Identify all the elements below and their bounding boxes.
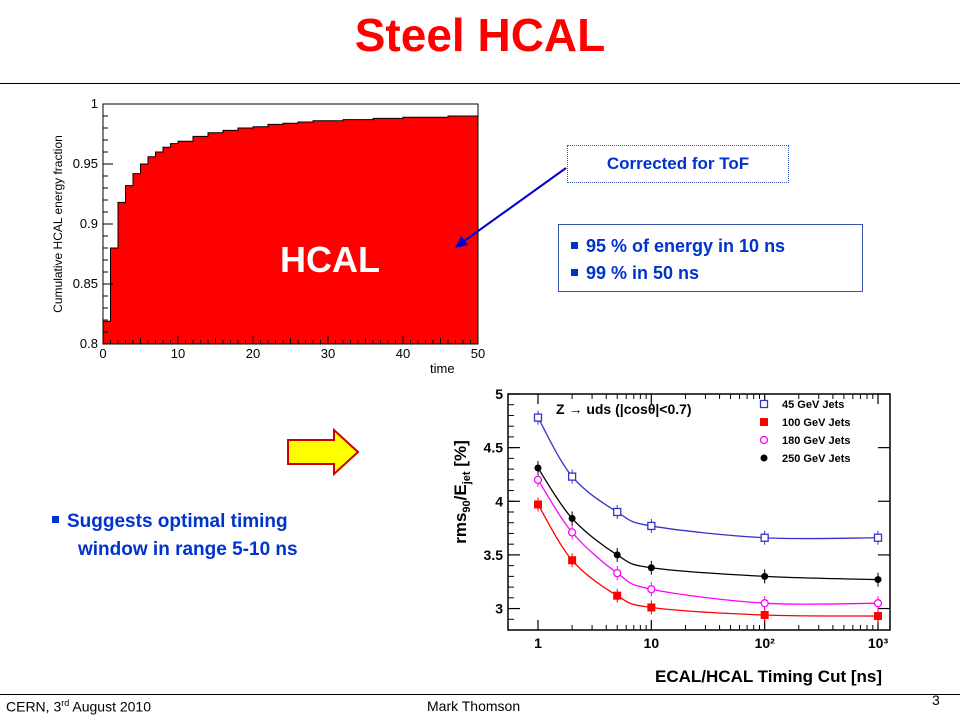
resolution-plot-frame	[507, 393, 891, 631]
title-rule	[0, 83, 960, 84]
y-tick-label: 0.8	[80, 336, 98, 351]
x-tick-label: 10	[171, 346, 185, 361]
resolution-x-label: ECAL/HCAL Timing Cut [ns]	[655, 667, 882, 686]
series-2	[533, 472, 883, 611]
right-arrow-icon	[287, 428, 360, 476]
data-point	[567, 528, 577, 537]
tof-note: Corrected for ToF	[567, 145, 789, 183]
data-point	[647, 521, 656, 531]
y-tick-label: 4.5	[484, 440, 504, 456]
data-point	[568, 556, 577, 565]
page-number: 3	[932, 692, 940, 708]
bullet-text: 95 % of energy in 10 ns	[586, 236, 786, 256]
bullet-item: 95 % of energy in 10 ns	[571, 233, 862, 260]
timing-suggestion: Suggests optimal timing window in range …	[52, 508, 298, 564]
data-point	[533, 475, 543, 484]
resolution-y-label: rms90/Ejet [%]	[451, 440, 473, 544]
cumulative-histogram	[102, 115, 479, 345]
data-point	[533, 413, 543, 422]
x-tick-label: 40	[396, 346, 410, 361]
legend-label: 250 GeV Jets	[782, 453, 851, 465]
legend-marker	[759, 435, 769, 445]
series-0	[533, 410, 883, 545]
data-point	[568, 514, 576, 522]
cumulative-y-label: Cumulative HCAL energy fraction	[51, 135, 65, 313]
data-point	[760, 610, 769, 619]
hcal-label: HCAL	[280, 239, 380, 280]
data-point	[760, 599, 769, 608]
data-point	[613, 568, 622, 578]
series-1	[534, 497, 882, 624]
footer-rule	[0, 694, 960, 695]
series-3	[534, 461, 882, 587]
y-tick-label: 0.95	[73, 156, 98, 171]
y-tick-label: 5	[495, 386, 503, 402]
data-point	[647, 585, 656, 594]
data-point	[613, 551, 621, 559]
bullet-square-icon	[571, 268, 578, 276]
data-point	[873, 533, 883, 542]
data-point	[874, 576, 882, 584]
legend-item: 250 GeV Jets	[760, 453, 851, 465]
resolution-chart: 1 10 10² 10³ 3 3.5 4 4.5 5 45 GeV Jets 100 GeV Je…	[451, 386, 891, 686]
x-tick-label: 1	[534, 635, 542, 651]
x-tick-label: 20	[246, 346, 260, 361]
data-point	[534, 500, 542, 509]
suggestion-line-2: window in range 5-10 ns	[78, 539, 298, 560]
legend-label: 45 GeV Jets	[782, 399, 844, 411]
bullet-square-icon	[571, 241, 578, 249]
suggestion-line-1: Suggests optimal timing	[67, 511, 288, 532]
data-point	[874, 612, 882, 621]
legend-marker	[760, 418, 768, 426]
footer-venue: CERN, 3rd August 2010	[6, 698, 151, 715]
data-point	[613, 507, 622, 517]
legend-label: 180 GeV Jets	[782, 435, 851, 447]
cumulative-chart: 0 10 20 30 40 50 0.8 0.85 0.9 0.95 1 HCAL time Cum…	[51, 96, 485, 376]
y-tick-label: 3	[495, 601, 503, 617]
data-point	[613, 591, 622, 600]
legend-item: 45 GeV Jets	[759, 399, 844, 411]
legend-marker	[759, 399, 769, 409]
y-tick-label: 0.9	[80, 216, 98, 231]
y-tick-label: 1	[91, 96, 98, 111]
bullet-text: 99 % in 50 ns	[586, 263, 700, 283]
data-point	[534, 464, 542, 472]
bullet-square-icon	[52, 516, 59, 524]
cumulative-x-label: time	[430, 361, 455, 376]
data-point	[873, 599, 883, 608]
y-tick-label: 0.85	[73, 276, 98, 291]
resolution-process-label: Z → uds (|cosθ|<0.7)	[556, 401, 692, 417]
legend-item: 180 GeV Jets	[759, 435, 851, 447]
data-point	[647, 603, 656, 612]
y-tick-label: 4	[495, 493, 503, 509]
slide-title: Steel HCAL	[354, 9, 606, 61]
data-point	[761, 572, 769, 580]
data-point	[567, 472, 577, 481]
energy-bullets: 95 % of energy in 10 ns 99 % in 50 ns	[558, 224, 863, 292]
x-tick-label: 10³	[868, 635, 889, 651]
tof-arrow	[455, 167, 567, 248]
x-tick-label: 0	[99, 346, 106, 361]
data-point	[647, 564, 655, 572]
bullet-item: 99 % in 50 ns	[571, 260, 862, 287]
legend-marker	[760, 454, 768, 462]
x-tick-label: 30	[321, 346, 335, 361]
y-tick-label: 3.5	[484, 547, 504, 563]
footer-author: Mark Thomson	[427, 698, 521, 714]
legend-label: 100 GeV Jets	[782, 417, 851, 429]
data-point	[760, 533, 769, 542]
legend-item: 100 GeV Jets	[760, 417, 851, 429]
x-tick-label: 10	[644, 635, 660, 651]
x-tick-label: 50	[471, 346, 485, 361]
x-tick-label: 10²	[755, 635, 776, 651]
